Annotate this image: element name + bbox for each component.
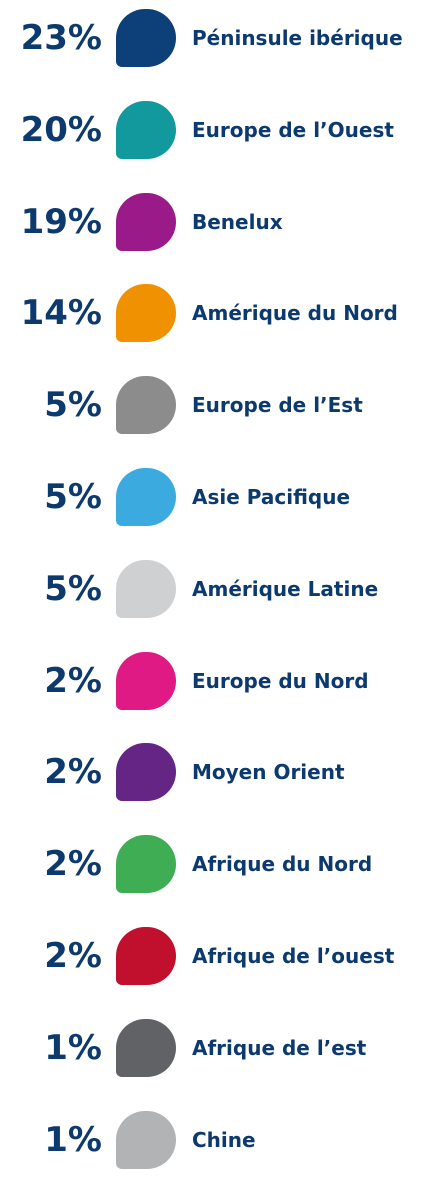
label: Péninsule ibérique [192, 26, 403, 50]
color-swatch [116, 743, 176, 802]
label: Asie Pacifique [192, 485, 351, 509]
legend-row: 2% Moyen Orient [0, 742, 447, 802]
label: Benelux [192, 209, 283, 234]
percent: 5% [44, 385, 102, 426]
legend-row: 1% Chine [0, 1110, 447, 1170]
color-swatch [116, 927, 176, 985]
percent: 5% [44, 568, 102, 609]
label: Chine [192, 1127, 256, 1152]
legend-row: 20% Europe de l’Ouest [0, 100, 447, 160]
label: Afrique du Nord [192, 852, 373, 877]
label: Amérique du Nord [192, 301, 398, 326]
color-swatch [116, 9, 176, 67]
percent: 2% [44, 936, 102, 976]
legend-row: 23% Péninsule ibérique [0, 8, 447, 68]
label: Europe du Nord [192, 668, 369, 693]
color-swatch [116, 376, 176, 435]
percent: 1% [44, 1119, 102, 1160]
legend-row: 5% Europe de l’Est [0, 375, 447, 435]
color-swatch [116, 100, 176, 159]
label: Moyen Orient [192, 760, 345, 785]
color-swatch [116, 1110, 176, 1169]
percent: 1% [44, 1027, 102, 1068]
color-swatch [116, 835, 176, 894]
percent: 14% [20, 293, 102, 334]
color-swatch [116, 468, 176, 526]
percent: 20% [20, 109, 102, 150]
color-swatch [116, 192, 176, 251]
legend-row: 5% Asie Pacifique [0, 467, 447, 527]
legend-row: 19% Benelux [0, 192, 447, 252]
percent: 2% [44, 752, 102, 793]
color-swatch [116, 651, 176, 710]
legend-row: 2% Europe du Nord [0, 651, 447, 711]
color-swatch [116, 1018, 176, 1077]
label: Europe de l’Est [192, 393, 363, 418]
label: Europe de l’Ouest [192, 117, 394, 142]
color-swatch [116, 559, 176, 618]
percent: 2% [44, 660, 102, 701]
legend-row: 1% Afrique de l’est [0, 1018, 447, 1078]
percent: 5% [44, 477, 102, 517]
percent: 23% [20, 18, 102, 58]
label: Amérique Latine [192, 576, 379, 601]
legend-row: 2% Afrique du Nord [0, 834, 447, 894]
color-swatch [116, 284, 176, 343]
percent: 2% [44, 844, 102, 885]
legend-row: 2% Afrique de l’ouest [0, 926, 447, 986]
legend-row: 14% Amérique du Nord [0, 283, 447, 343]
legend-row: 5% Amérique Latine [0, 559, 447, 619]
label: Afrique de l’ouest [192, 944, 395, 968]
percent: 19% [20, 201, 102, 242]
label: Afrique de l’est [192, 1035, 367, 1060]
